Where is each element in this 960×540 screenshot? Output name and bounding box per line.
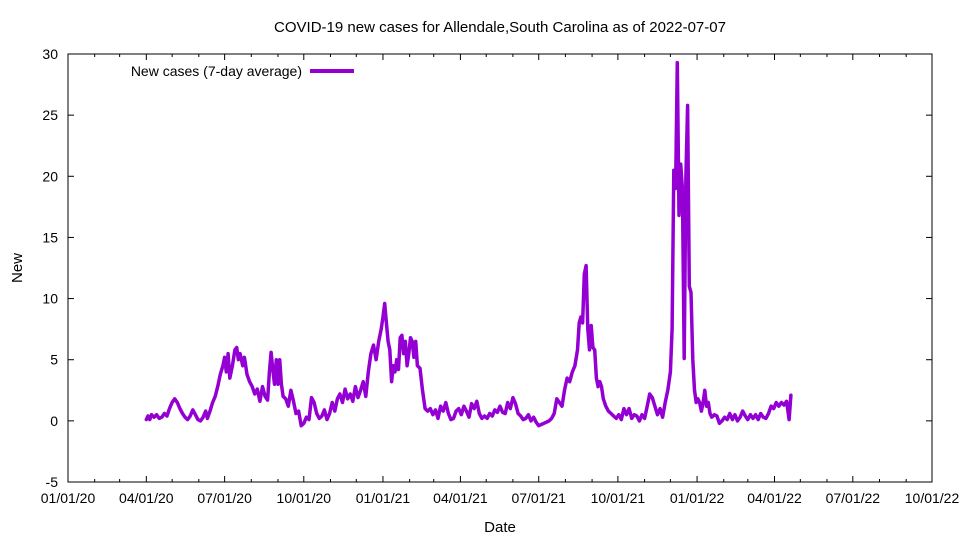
series-line-0 — [144, 60, 793, 428]
x-tick-label: 10/01/21 — [591, 490, 646, 506]
y-tick-label: -5 — [46, 474, 59, 490]
x-tick-label: 10/01/20 — [277, 490, 332, 506]
y-tick-label: 0 — [50, 413, 58, 429]
x-tick-label: 01/01/22 — [670, 490, 725, 506]
x-tick-label: 10/01/22 — [905, 490, 960, 506]
plot-area-border — [67, 53, 933, 483]
legend: New cases (7-day average) — [131, 63, 354, 79]
x-tick-label: 07/01/22 — [826, 490, 881, 506]
y-tick-label: 30 — [42, 46, 58, 62]
legend-label: New cases (7-day average) — [131, 63, 302, 79]
x-tick-label: 07/01/21 — [511, 490, 566, 506]
x-tick-label: 04/01/20 — [119, 490, 174, 506]
y-tick-label: 25 — [42, 107, 58, 123]
x-axis-title: Date — [484, 519, 516, 536]
x-tick-label: 04/01/21 — [433, 490, 488, 506]
y-tick-label: 20 — [42, 168, 58, 184]
y-axis-title: New — [9, 253, 26, 283]
y-tick-label: 5 — [50, 352, 58, 368]
y-tick-label: 10 — [42, 291, 58, 307]
x-axis: 01/01/20 04/01/20 07/01/20 10/01/20 01/01/21… — [41, 54, 960, 506]
x-tick-label: 07/01/20 — [197, 490, 252, 506]
x-tick-label: 01/01/20 — [41, 490, 96, 506]
y-axis: -5 0 5 10 15 20 25 30 — [42, 46, 932, 490]
y-tick-label: 15 — [42, 229, 58, 245]
x-tick-label: 04/01/22 — [747, 490, 802, 506]
chart-title: COVID-19 new cases for Allendale,South C… — [274, 19, 726, 36]
series-layer — [144, 60, 793, 428]
x-tick-label: 01/01/21 — [356, 490, 411, 506]
